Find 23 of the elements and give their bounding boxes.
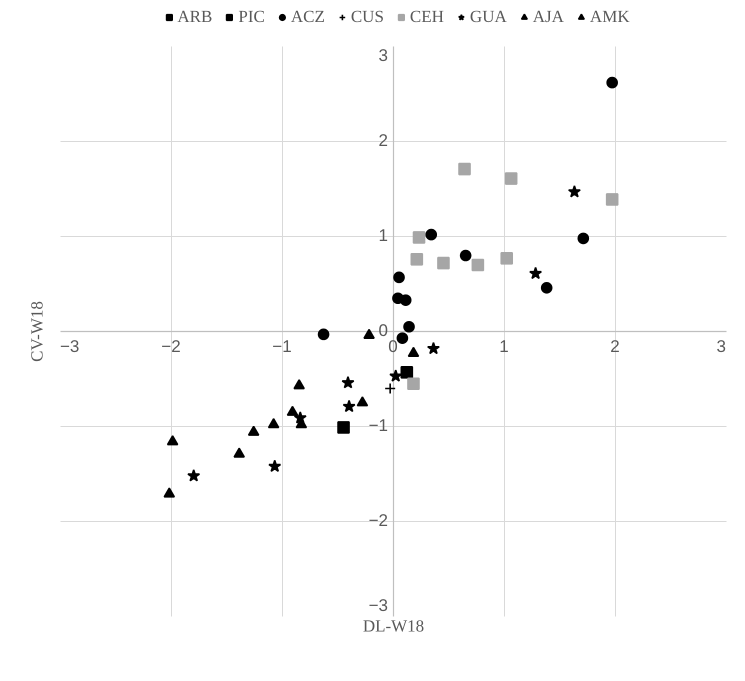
- legend-label: ARB: [177, 7, 212, 27]
- x-tick-label: 1: [499, 337, 509, 357]
- legend-label: GUA: [470, 7, 507, 27]
- legend-label: AMK: [590, 7, 630, 27]
- y-tick-label: 3: [378, 46, 388, 66]
- x-tick-label: −3: [60, 337, 80, 357]
- y-tick-label: 0: [378, 321, 388, 341]
- y-tick-label: 1: [378, 226, 388, 246]
- x-tick-label: −2: [161, 337, 181, 357]
- y-tick-label: −3: [368, 596, 388, 616]
- y-tick-label: −1: [368, 416, 388, 436]
- x-tick-label: 2: [610, 337, 620, 357]
- legend-label: AJA: [532, 7, 564, 27]
- legend-label: CEH: [410, 7, 444, 27]
- legend-label: ACZ: [290, 7, 325, 27]
- x-tick-label: 3: [716, 337, 726, 357]
- x-tick-label: −1: [272, 337, 292, 357]
- legend-label: PIC: [238, 7, 265, 27]
- y-tick-label: −2: [368, 511, 388, 531]
- y-axis-title: CV-W18: [28, 301, 46, 362]
- y-tick-label: 2: [378, 131, 388, 151]
- x-axis-title: DL-W18: [362, 616, 424, 636]
- legend-label: CUS: [350, 7, 384, 27]
